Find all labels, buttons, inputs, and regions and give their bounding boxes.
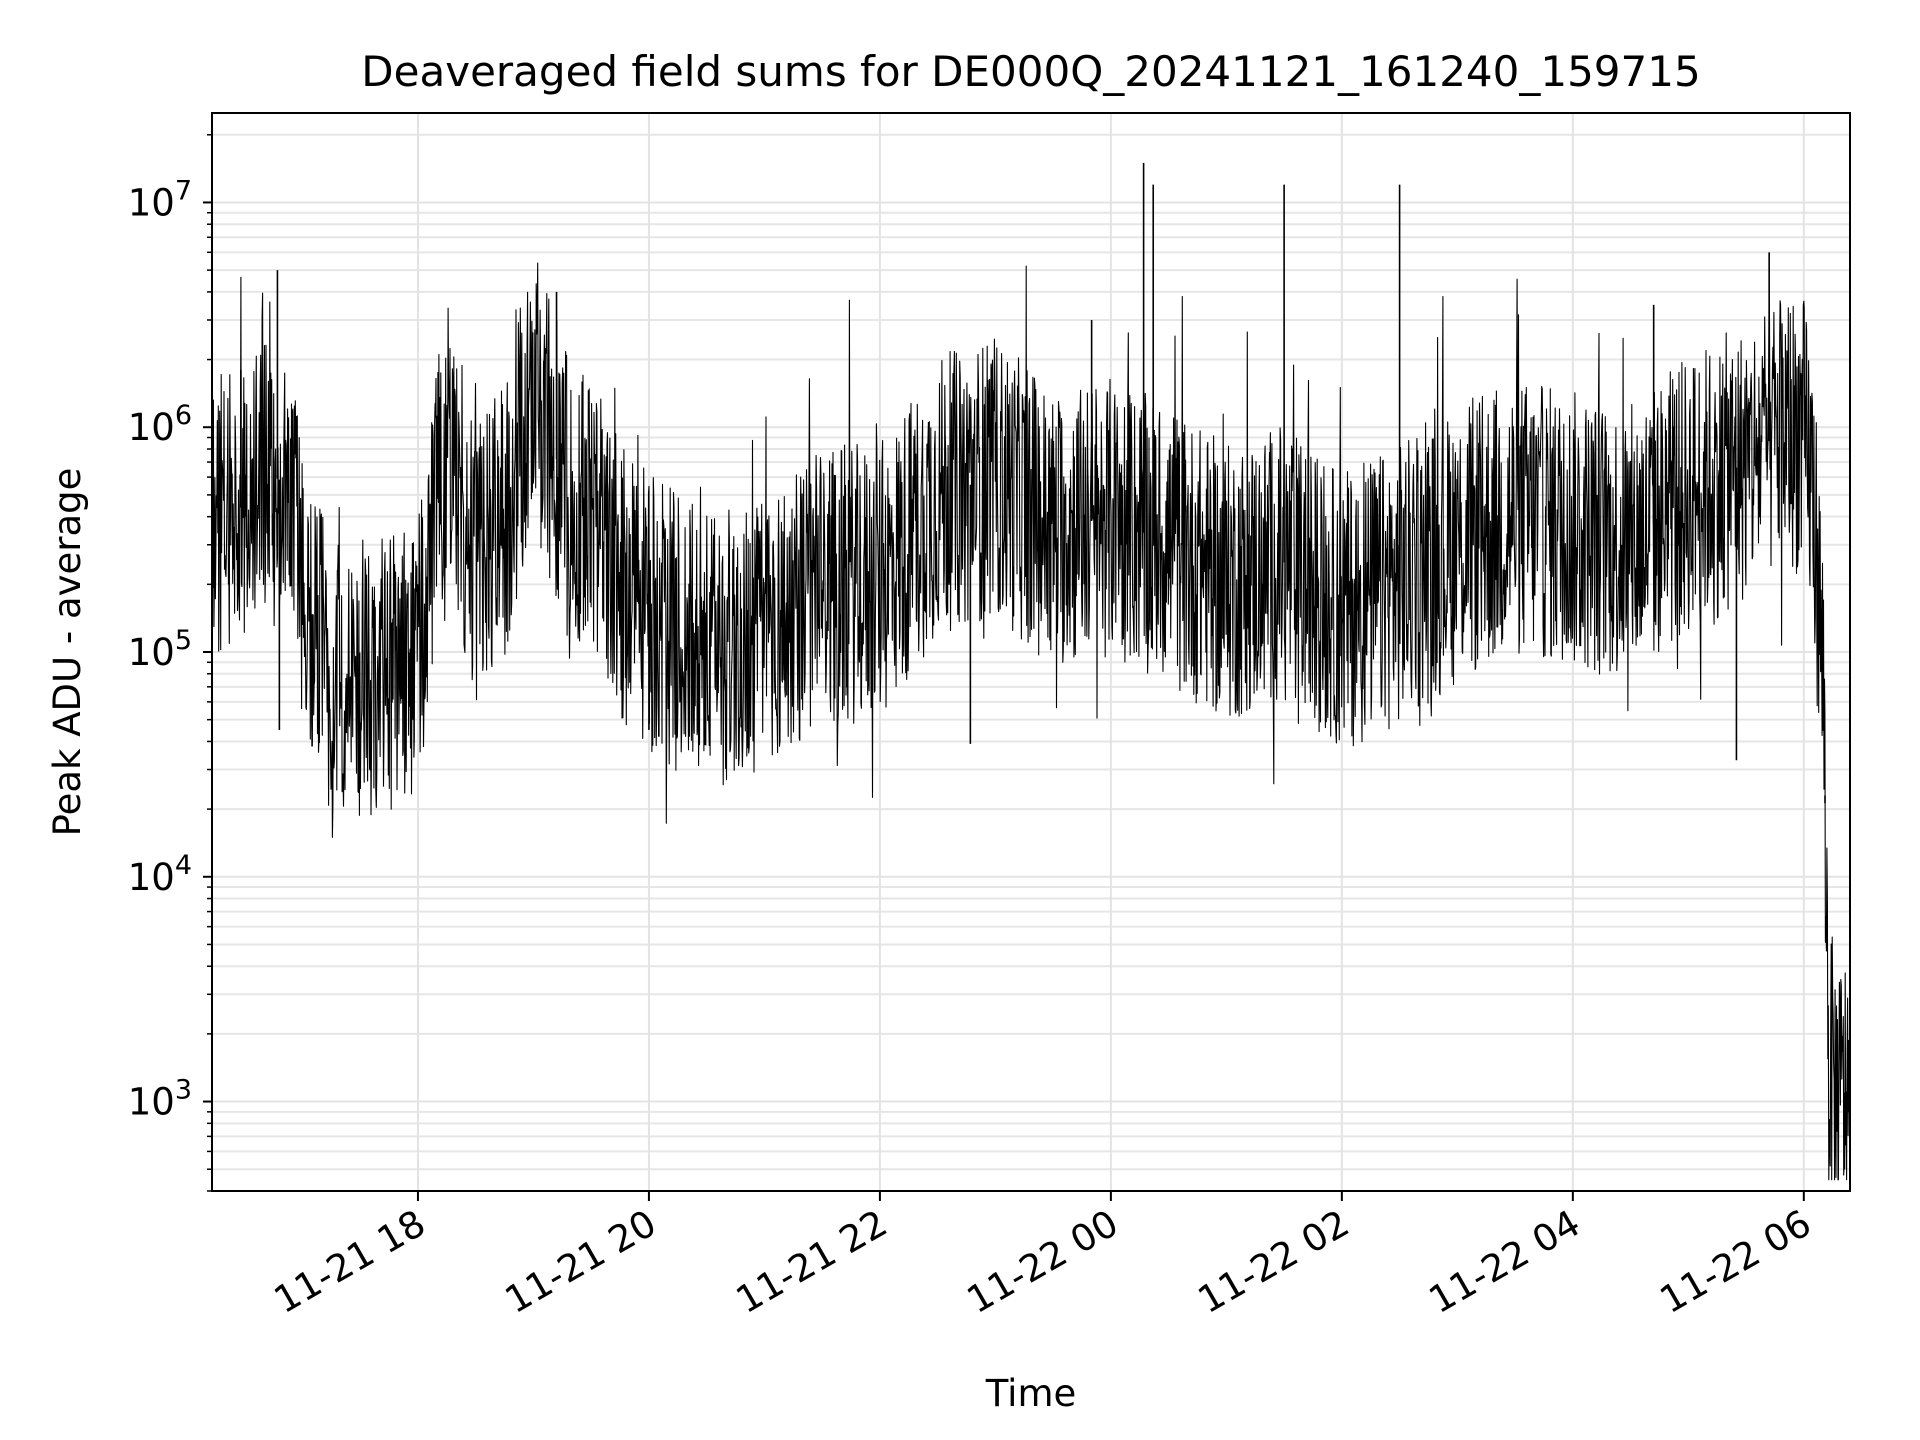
y-axis-label: Peak ADU - average [46,468,89,837]
y-tick-label: 106 [128,400,192,449]
y-tick-label: 103 [128,1075,192,1124]
x-axis-label: Time [985,1372,1077,1415]
y-tick-label: 104 [128,850,192,899]
series-line [211,262,1851,1181]
y-tick-label: 105 [128,625,192,674]
data-layer [211,162,1851,1181]
y-axis: 103 104 105 106 107 [128,134,212,1192]
chart-title: Deaveraged field sums for DE000Q_2024112… [361,47,1700,96]
y-tick-label: 107 [128,175,192,224]
grid [212,113,1850,1192]
